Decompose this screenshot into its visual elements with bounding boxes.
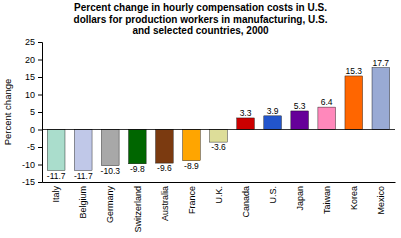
bar: [345, 76, 363, 130]
x-tick-label: Belgium: [78, 186, 88, 219]
data-label: -10.3: [101, 166, 121, 176]
y-tick-mark: [38, 95, 42, 96]
x-tick: Taiwan: [322, 182, 332, 214]
x-tick: Belgium: [78, 182, 88, 219]
data-label: 5.3: [294, 101, 306, 111]
y-tick-mark: [38, 165, 42, 166]
data-label: -9.8: [130, 164, 145, 174]
bar: [237, 118, 255, 130]
x-tick: Japan: [295, 182, 305, 211]
y-tick-label: -5: [27, 142, 35, 152]
y-tick: -5: [27, 142, 42, 152]
x-tick-label: Italy: [51, 186, 61, 203]
y-tick-label: 10: [25, 90, 35, 100]
bar: [156, 130, 174, 164]
y-tick: 15: [25, 72, 42, 82]
y-tick-label: -10: [22, 160, 35, 170]
data-label: -8.9: [184, 161, 199, 171]
data-label: 17.7: [373, 58, 390, 68]
y-tick: 20: [25, 55, 42, 65]
x-tick-label: Australia: [160, 186, 170, 221]
x-tick-label: Taiwan: [322, 186, 332, 214]
y-tick-mark: [38, 77, 42, 78]
x-tick: Canada: [241, 182, 251, 218]
y-tick-mark: [38, 60, 42, 61]
y-axis-title: Percent change: [2, 79, 13, 146]
title-line: and selected countries, 2000: [132, 25, 269, 36]
y-tick-mark: [38, 112, 42, 113]
title: Percent change in hourly compensation co…: [74, 2, 328, 36]
y-tick-label: 0: [30, 125, 35, 135]
x-tick-label: Germany: [105, 186, 115, 224]
bar: [74, 130, 92, 171]
y-tick: 5: [30, 107, 42, 117]
title-line: dollars for production workers in manufa…: [74, 14, 328, 25]
data-label: 15.3: [345, 66, 362, 76]
bar: [210, 130, 228, 143]
bar: [183, 130, 201, 161]
y-tick-label: 25: [25, 37, 35, 47]
data-label: -11.7: [74, 171, 93, 181]
bar: [129, 130, 147, 164]
y-tick-label: 15: [25, 72, 35, 82]
bar: [318, 107, 336, 129]
plot: -15 -10 -5 0 5 10 15 20 25 Italy Belgium Germany Swi…: [22, 37, 396, 232]
x-tick: Italy: [51, 182, 61, 203]
y-tick-label: -15: [22, 177, 35, 187]
data-label: -11.7: [47, 171, 66, 181]
title-line: Percent change in hourly compensation co…: [74, 2, 327, 13]
bars: [47, 68, 389, 171]
bar: [291, 111, 309, 130]
x-tick-label: U.S.: [268, 186, 278, 204]
y-tick-mark: [38, 182, 42, 183]
bar: [102, 130, 120, 166]
x-tick: Australia: [160, 182, 170, 221]
x-tick-label: Korea: [349, 186, 359, 210]
y-tick: -10: [22, 160, 42, 170]
data-label: 3.3: [240, 108, 252, 118]
x-tick: Korea: [349, 182, 359, 210]
y-axis: -15 -10 -5 0 5 10 15 20 25: [22, 37, 43, 187]
chart: -15 -10 -5 0 5 10 15 20 25 Italy Belgium Germany Swi…: [0, 0, 401, 238]
x-tick-label: Switzerland: [133, 186, 143, 233]
y-tick-mark: [38, 130, 42, 131]
data-label: -9.6: [157, 163, 172, 173]
x-tick: Germany: [105, 182, 115, 223]
x-tick-label: Canada: [241, 186, 251, 218]
x-axis-line: [43, 182, 396, 183]
x-tick: Switzerland: [133, 182, 143, 233]
data-label: -3.6: [211, 142, 226, 152]
x-tick-label: France: [187, 186, 197, 214]
y-tick-label: 20: [25, 55, 35, 65]
x-tick-label: U.K.: [214, 186, 224, 204]
data-label: 6.4: [321, 97, 333, 107]
zero-line: [42, 129, 395, 130]
bar: [264, 116, 282, 130]
x-axis: Italy Belgium Germany Switzerland Australia F…: [43, 182, 396, 233]
data-labels: -11.7 -11.7 -10.3 -9.8 -9.6 -8.9 -3.6 3.3 3.9 5.3…: [47, 58, 390, 181]
x-tick: U.S.: [268, 182, 278, 204]
x-tick: U.K.: [214, 182, 224, 204]
bar: [372, 68, 390, 130]
data-label: 3.9: [267, 106, 279, 116]
bar: [47, 130, 65, 171]
y-tick-mark: [38, 147, 42, 148]
y-tick: -15: [22, 177, 42, 187]
x-tick: Mexico: [376, 182, 386, 215]
x-tick: France: [187, 182, 197, 214]
y-tick-mark: [38, 42, 42, 43]
x-tick-label: Japan: [295, 186, 305, 211]
y-tick: 10: [25, 90, 42, 100]
y-axis-line: [38, 43, 43, 183]
x-tick-label: Mexico: [376, 186, 386, 215]
y-tick: 25: [25, 37, 42, 47]
y-tick: 0: [30, 125, 42, 135]
y-tick-label: 5: [30, 107, 35, 117]
